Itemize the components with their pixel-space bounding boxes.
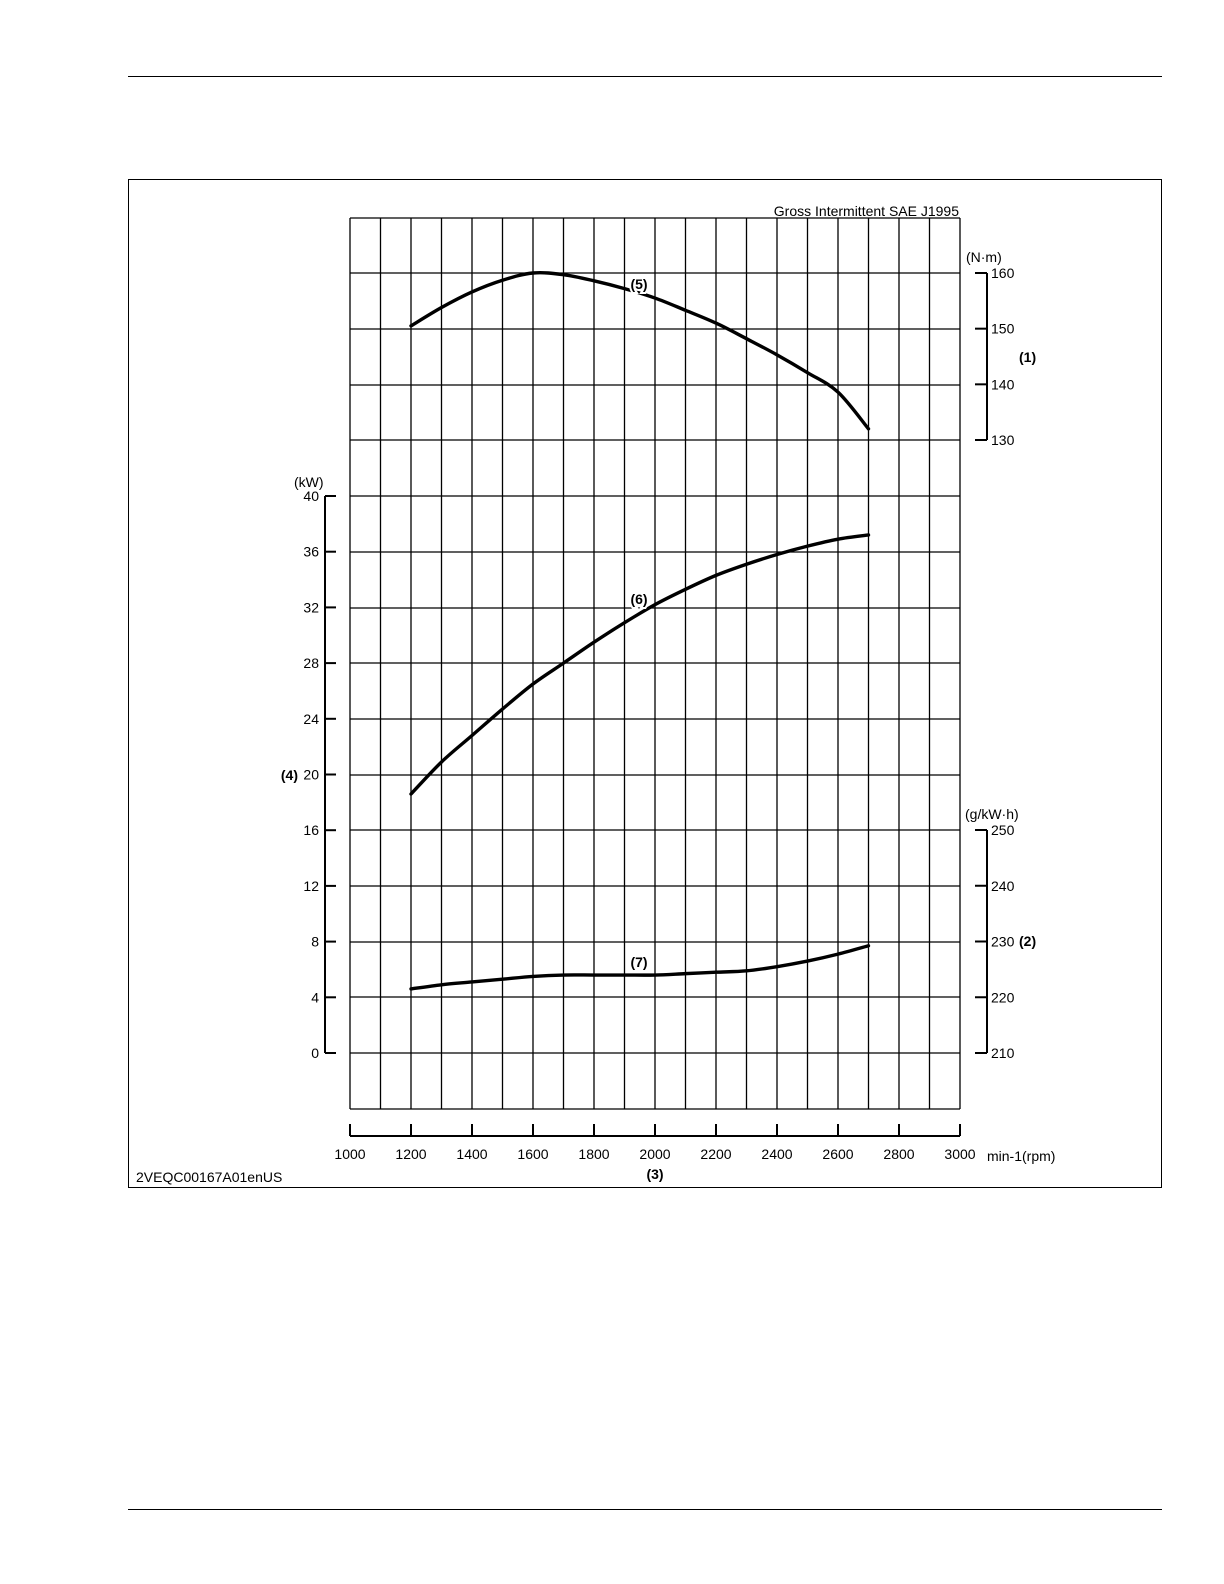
series-line-6 (409, 533, 871, 796)
power-axis-ref: (4) (281, 767, 298, 783)
power-tick-label: 20 (303, 767, 319, 783)
x-tick-label: 2000 (639, 1146, 670, 1162)
power-tick-label: 24 (303, 711, 319, 727)
x-tick-label: 1600 (517, 1146, 548, 1162)
fuel-tick-label: 240 (991, 878, 1015, 894)
power-tick-label: 36 (303, 544, 319, 560)
series-label-7: (7) (630, 954, 647, 970)
power-tick-label: 16 (303, 822, 319, 838)
series-line-5 (409, 270, 871, 431)
power-tick-label: 8 (311, 934, 319, 950)
power-tick-label: 40 (303, 488, 319, 504)
chart-grid (349, 217, 961, 1110)
x-tick-label: 1000 (334, 1146, 365, 1162)
x-tick-label: 2200 (700, 1146, 731, 1162)
series-label-6: (6) (630, 591, 647, 607)
x-axis-label: min-1(rpm) (987, 1148, 1055, 1164)
power-tick-label: 0 (311, 1045, 319, 1061)
torque-tick-label: 130 (991, 432, 1015, 448)
fuel-tick-label: 250 (991, 822, 1015, 838)
power-tick-label: 4 (311, 989, 319, 1005)
x-tick-label: 3000 (944, 1146, 975, 1162)
fuel-tick-label: 210 (991, 1045, 1015, 1061)
power-tick-label: 28 (303, 655, 319, 671)
torque-tick-label: 150 (991, 321, 1015, 337)
torque-axis-ref: (1) (1019, 349, 1036, 365)
power-tick-label: 12 (303, 878, 319, 894)
series-label-5: (5) (630, 276, 647, 292)
torque-tick-label: 160 (991, 265, 1015, 281)
x-tick-label: 1400 (456, 1146, 487, 1162)
fuel-tick-label: 230 (991, 934, 1015, 950)
torque-tick-label: 140 (991, 376, 1015, 392)
power-tick-label: 32 (303, 599, 319, 615)
chart-series: (5) (6) (7) (409, 270, 871, 991)
power-axis-unit: (kW) (294, 474, 324, 490)
x-axis-ref: (3) (646, 1166, 663, 1182)
series-line-7 (409, 944, 871, 991)
y-axes: 0 4 8 12 16 20 24 28 32 36 40(kW) (4) 130 140 150 160(N… (281, 249, 1036, 1061)
fuel-axis-unit: (g/kW·h) (965, 806, 1019, 822)
x-tick-label: 1800 (578, 1146, 609, 1162)
x-tick-label: 2600 (822, 1146, 853, 1162)
header-rule (128, 76, 1162, 77)
x-tick-label: 2800 (883, 1146, 914, 1162)
figure-frame (128, 179, 1162, 1188)
figure-id: 2VEQC00167A01enUS (136, 1169, 282, 1185)
torque-axis-unit: (N·m) (966, 249, 1002, 265)
fuel-axis-ref: (2) (1019, 933, 1036, 949)
footer-rule (128, 1509, 1162, 1510)
fuel-tick-label: 220 (991, 989, 1015, 1005)
x-tick-label: 2400 (761, 1146, 792, 1162)
x-tick-label: 1200 (395, 1146, 426, 1162)
x-axis: 1000 1200 1400 1600 1800 2000 2200 2400 2600 2800… (334, 1124, 1055, 1182)
chart-title: Gross Intermittent SAE J1995 (774, 203, 959, 219)
